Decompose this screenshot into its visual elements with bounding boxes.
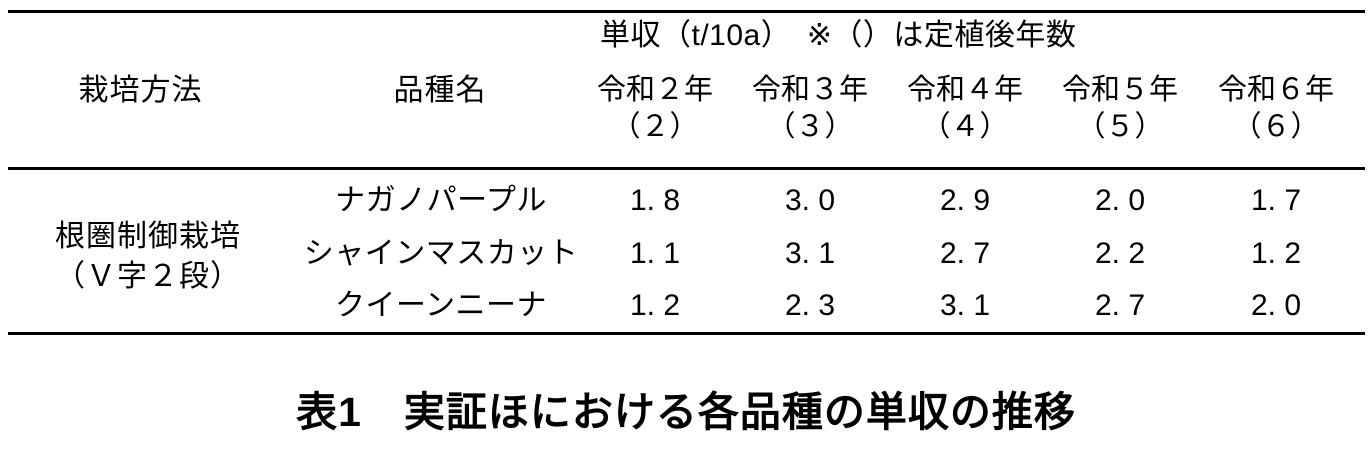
column-header-year-2: 令和３年 （３） [730, 76, 890, 142]
data-cell: 1. 8 [629, 184, 681, 217]
planting-year-label: （３） [766, 111, 854, 143]
table-top-rule [8, 10, 1365, 13]
row-group-method-line1: 根圏制御栽培 [55, 220, 241, 253]
table-bottom-rule [8, 332, 1365, 335]
table-caption: 表1 実証ほにおける各品種の単収の推移 [296, 389, 1076, 435]
data-cell: 1. 7 [1250, 184, 1302, 217]
data-cell: 3. 1 [939, 289, 991, 322]
year-label: 令和４年 [906, 74, 1023, 106]
table-header-rule [8, 167, 1365, 170]
data-cell: 2. 0 [1250, 289, 1302, 322]
data-cell: 2. 7 [1094, 289, 1146, 322]
year-label: 令和３年 [751, 74, 868, 106]
data-cell: 2. 0 [1094, 184, 1146, 217]
variety-name: シャインマスカット [303, 237, 579, 270]
year-label: 令和５年 [1061, 74, 1178, 106]
table-row: クイーンニーナ [286, 291, 596, 321]
units-note: 単収（t/10a） ※（）は定植後年数 [600, 19, 1077, 52]
variety-name: ナガノパープル [335, 184, 547, 217]
data-cell: 1. 2 [1250, 237, 1302, 270]
planting-year-label: （５） [1076, 111, 1164, 143]
data-cell: 2. 3 [784, 289, 836, 322]
year-label: 令和６年 [1217, 74, 1334, 106]
column-header-year-5: 令和６年 （６） [1196, 76, 1356, 142]
data-cell: 2. 7 [939, 237, 991, 270]
data-cell: 1. 1 [629, 237, 681, 270]
column-header-variety: 品種名 [393, 74, 487, 107]
planting-year-label: （６） [1232, 111, 1320, 143]
column-header-year-3: 令和４年 （４） [885, 76, 1045, 142]
row-group-method-line2: （Ｖ字２段） [55, 260, 241, 293]
data-cell: 2. 9 [939, 184, 991, 217]
data-cell: 2. 2 [1094, 237, 1146, 270]
column-header-year-1: 令和２年 （２） [575, 76, 735, 142]
year-label: 令和２年 [596, 74, 713, 106]
column-header-method: 栽培方法 [78, 74, 203, 107]
data-cell: 3. 1 [784, 237, 836, 270]
table-row: ナガノパープル [286, 186, 596, 216]
planting-year-label: （４） [921, 111, 1009, 143]
variety-name: クイーンニーナ [335, 289, 547, 322]
data-cell: 1. 2 [629, 289, 681, 322]
table-row: シャインマスカット [286, 239, 596, 269]
data-cell: 3. 0 [784, 184, 836, 217]
planting-year-label: （２） [611, 111, 699, 143]
column-header-year-4: 令和５年 （５） [1040, 76, 1200, 142]
row-group-method: 根圏制御栽培 （Ｖ字２段） [18, 222, 278, 292]
